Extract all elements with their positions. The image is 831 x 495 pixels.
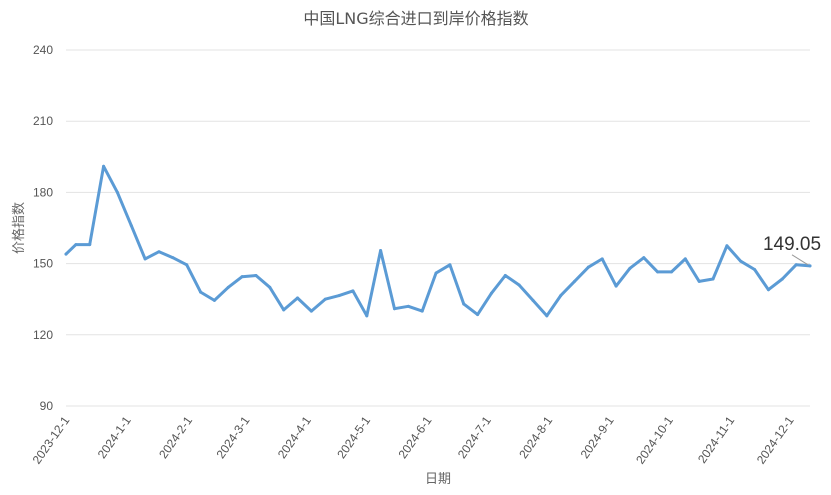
data-point (517, 283, 521, 287)
data-point (766, 288, 770, 292)
x-axis-label: 日期 (425, 472, 451, 487)
x-tick-label: 2024-5-1 (334, 413, 373, 461)
x-tick-label: 2023-12-1 (30, 413, 73, 466)
series-line (64, 164, 812, 318)
data-point (226, 285, 230, 289)
x-tick-label: 2024-2-1 (156, 413, 195, 461)
data-point (64, 252, 68, 256)
data-point (392, 307, 396, 311)
data-point (254, 273, 258, 277)
x-tick-label: 2024-3-1 (213, 413, 252, 461)
x-tick-label: 2024-12-1 (754, 413, 797, 466)
data-point (462, 302, 466, 306)
data-point (683, 257, 687, 261)
data-point (143, 257, 147, 261)
data-point (420, 309, 424, 313)
data-point (725, 244, 729, 248)
x-tick-label: 2024-1-1 (95, 413, 134, 461)
series-points (64, 164, 812, 318)
grid (66, 49, 810, 407)
data-point (697, 279, 701, 283)
y-axis-label: 价格指数 (11, 202, 27, 254)
data-point (434, 271, 438, 275)
data-point (323, 297, 327, 301)
data-point (268, 285, 272, 289)
data-point (171, 256, 175, 260)
data-point (586, 265, 590, 269)
data-point (199, 290, 203, 294)
data-point (351, 289, 355, 293)
data-point (185, 263, 189, 267)
x-tick-label: 2024-7-1 (455, 413, 494, 461)
last-value-label: 149.05 (763, 234, 821, 255)
data-point (531, 298, 535, 302)
data-point (129, 224, 133, 228)
x-tick-label: 2024-4-1 (275, 413, 314, 461)
y-tick-label: 150 (33, 257, 53, 271)
data-point (88, 243, 92, 247)
data-point (559, 294, 563, 298)
data-point (711, 277, 715, 281)
data-point (102, 164, 106, 168)
y-tick-label: 210 (33, 114, 53, 128)
data-point (780, 277, 784, 281)
x-tick-label: 2024-9-1 (578, 413, 617, 461)
x-tick-label: 2024-8-1 (516, 413, 555, 461)
x-tick-label: 2024-10-1 (633, 413, 676, 466)
data-point (74, 243, 78, 247)
y-tick-label: 180 (33, 185, 53, 199)
x-axis-ticks: 2023-12-1 2024-1-1 2024-2-1 2024-3-1 2024-4-… (30, 413, 797, 466)
data-point (448, 263, 452, 267)
data-point (282, 308, 286, 312)
chart-title: 中国LNG综合进口到岸价格指数 (303, 9, 528, 28)
data-point (489, 291, 493, 295)
data-point (309, 309, 313, 313)
data-point (669, 270, 673, 274)
data-point (476, 313, 480, 317)
data-point (157, 250, 161, 254)
data-point (614, 284, 618, 288)
y-tick-label: 90 (40, 399, 54, 413)
y-axis-ticks: 90 120 150 180 210 240 (33, 43, 53, 413)
data-point (753, 268, 757, 272)
annotation-leader (791, 254, 809, 266)
data-point (503, 273, 507, 277)
data-point (600, 257, 604, 261)
data-point (628, 266, 632, 270)
data-point (296, 296, 300, 300)
data-point (545, 314, 549, 318)
data-point (739, 259, 743, 263)
data-point (115, 190, 119, 194)
data-point (656, 270, 660, 274)
y-tick-label: 120 (33, 328, 53, 342)
data-point (240, 275, 244, 279)
data-point (573, 279, 577, 283)
data-point (794, 263, 798, 267)
data-point (406, 304, 410, 308)
data-point (808, 264, 812, 268)
x-tick-label: 2024-11-1 (695, 413, 738, 465)
data-point (212, 298, 216, 302)
y-tick-label: 240 (33, 43, 53, 57)
data-point (365, 314, 369, 318)
data-point (337, 294, 341, 298)
x-tick-label: 2024-6-1 (396, 413, 435, 461)
data-point (379, 249, 383, 253)
data-point (642, 256, 646, 260)
